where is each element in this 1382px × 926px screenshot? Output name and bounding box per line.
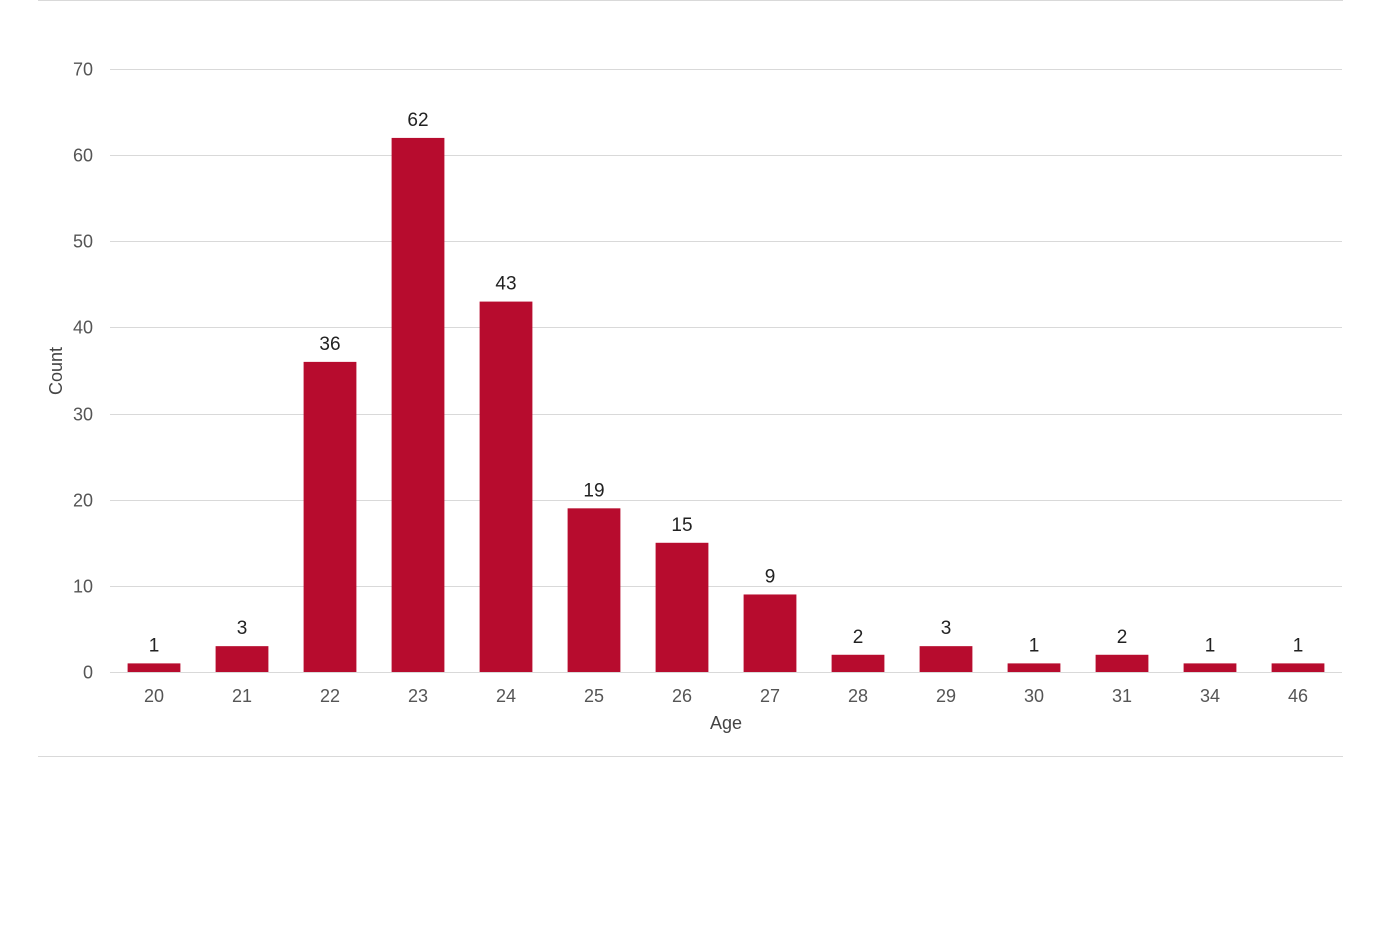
x-tick-label-22: 22: [320, 686, 340, 706]
bar-22: [303, 361, 357, 672]
data-label-29: 3: [941, 618, 952, 639]
bar-20: [127, 663, 181, 672]
x-tick-label-25: 25: [584, 686, 604, 706]
x-tick-label-34: 34: [1200, 686, 1220, 706]
data-label-24: 43: [495, 274, 516, 295]
bar-31: [1095, 654, 1149, 672]
x-tick-label-21: 21: [232, 686, 252, 706]
data-label-27: 9: [765, 566, 776, 587]
bar-46: [1271, 663, 1325, 672]
data-label-21: 3: [237, 618, 248, 639]
y-tick-label: 30: [73, 405, 93, 425]
data-label-34: 1: [1205, 635, 1216, 656]
gridlines: [110, 69, 1342, 673]
y-tick-label: 70: [73, 60, 93, 80]
data-label-28: 2: [853, 627, 864, 648]
data-label-30: 1: [1029, 635, 1040, 656]
data-label-46: 1: [1293, 635, 1304, 656]
x-tick-label-30: 30: [1024, 686, 1044, 706]
x-axis-ticks: 20 21 22 23 24 25 26 27 28 29 30 31 34 46: [144, 686, 1308, 706]
y-tick-label: 10: [73, 577, 93, 597]
bars: [127, 137, 1325, 672]
data-label-25: 19: [583, 480, 604, 501]
y-axis-title: Count: [46, 347, 66, 395]
data-labels: 1 3 36 62 43 19 15 9 2 3 1 2 1 1: [149, 110, 1304, 656]
bar-28: [831, 654, 885, 672]
data-label-31: 2: [1117, 627, 1128, 648]
bar-23: [391, 137, 445, 672]
y-tick-label: 0: [83, 663, 93, 683]
data-label-20: 1: [149, 635, 160, 656]
bar-30: [1007, 663, 1061, 672]
data-label-22: 36: [319, 334, 340, 355]
x-tick-label-24: 24: [496, 686, 516, 706]
x-tick-label-31: 31: [1112, 686, 1132, 706]
bar-26: [655, 542, 709, 672]
bar-25: [567, 508, 621, 672]
x-axis-title: Age: [710, 713, 742, 733]
x-tick-label-27: 27: [760, 686, 780, 706]
x-tick-label-20: 20: [144, 686, 164, 706]
bar-27: [743, 594, 797, 672]
bar-34: [1183, 663, 1237, 672]
y-tick-label: 40: [73, 318, 93, 338]
x-tick-label-26: 26: [672, 686, 692, 706]
data-label-26: 15: [671, 515, 692, 536]
x-tick-label-28: 28: [848, 686, 868, 706]
y-tick-label: 60: [73, 146, 93, 166]
y-tick-label: 50: [73, 232, 93, 252]
bar-29: [919, 646, 973, 672]
x-tick-label-23: 23: [408, 686, 428, 706]
bar-21: [215, 646, 269, 672]
y-tick-label: 20: [73, 491, 93, 511]
x-tick-label-29: 29: [936, 686, 956, 706]
x-tick-label-46: 46: [1288, 686, 1308, 706]
y-axis-ticks: 0 10 20 30 40 50 60 70: [73, 60, 93, 683]
bar-24: [479, 301, 533, 672]
data-label-23: 62: [407, 110, 428, 131]
